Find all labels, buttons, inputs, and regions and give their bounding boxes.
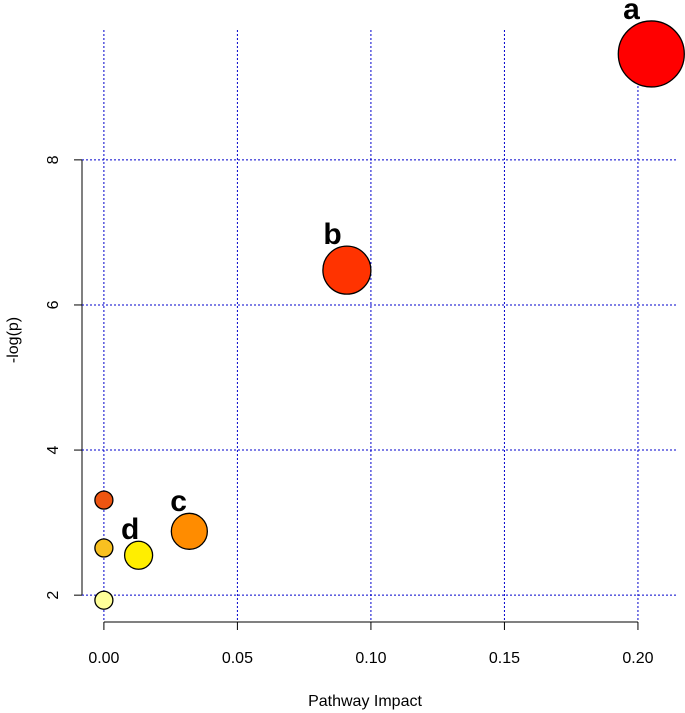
bubble: [123, 540, 154, 570]
y-tick-label: 6: [45, 300, 62, 309]
bubble: [617, 20, 685, 88]
bubble: [94, 590, 114, 610]
y-tick-label: 4: [45, 446, 62, 455]
bubble: [170, 512, 208, 550]
bubble: [94, 490, 114, 510]
x-tick-label: 0.15: [489, 650, 520, 667]
y-axis-label: -log(p): [5, 317, 22, 363]
point-label: c: [170, 485, 187, 518]
x-axis-label: Pathway Impact: [308, 693, 422, 710]
y-tick-label: 2: [45, 591, 62, 600]
x-tick-label: 0.10: [355, 650, 386, 667]
point-label: a: [623, 0, 640, 26]
bubble: [322, 245, 372, 295]
bubble: [94, 538, 114, 558]
point-label: d: [121, 513, 139, 546]
point-label: b: [323, 218, 341, 251]
y-tick-label: 8: [45, 155, 62, 164]
x-tick-label: 0.00: [88, 650, 119, 667]
x-tick-label: 0.20: [622, 650, 653, 667]
x-tick-label: 0.05: [222, 650, 253, 667]
